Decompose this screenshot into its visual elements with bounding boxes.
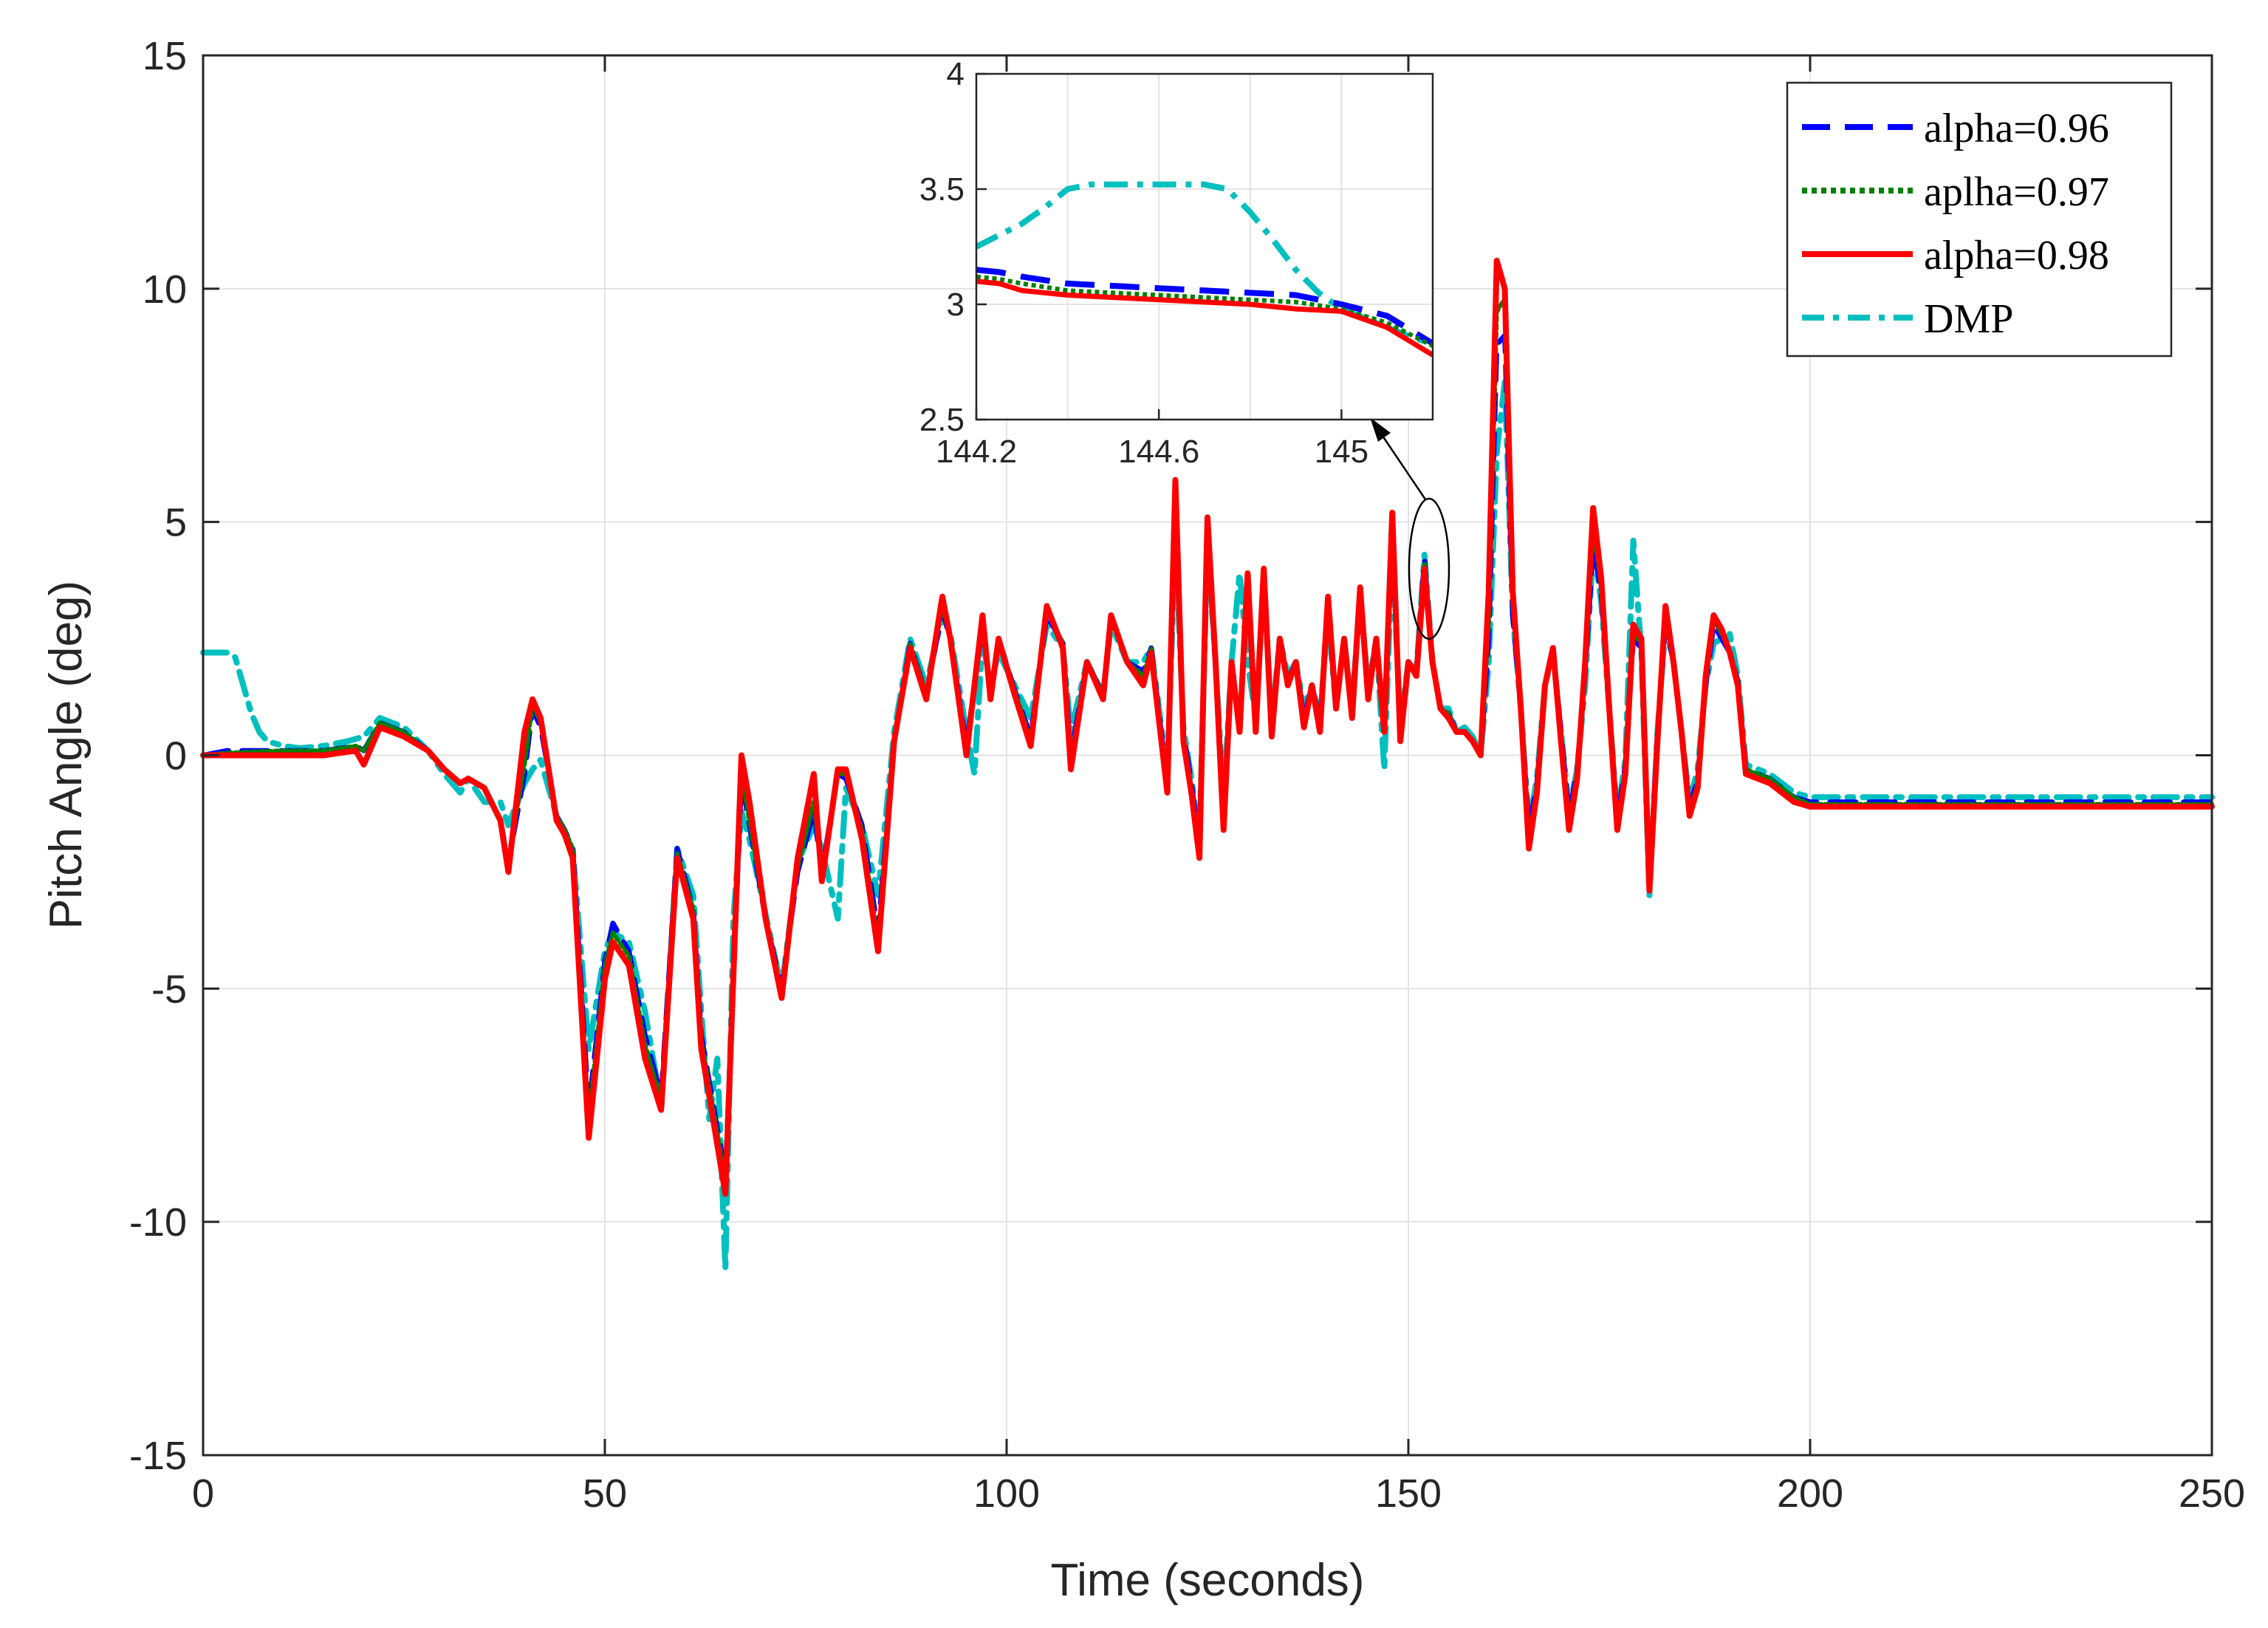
inset-series-group — [976, 181, 1433, 358]
zoom-ellipse — [1408, 497, 1450, 640]
x-tick-label: 50 — [583, 1471, 627, 1516]
x-tick-label: 200 — [1777, 1471, 1843, 1516]
inset-background — [976, 74, 1433, 420]
legend-label-aplha097: aplha=0.97 — [1924, 169, 2109, 215]
legend: alpha=0.96 aplha=0.97 alpha=0.98 DMP — [1786, 81, 2173, 358]
legend-label-alpha096: alpha=0.96 — [1924, 106, 2109, 151]
y-tick-label: 10 — [143, 267, 187, 312]
inset-y-tick-label: 4 — [947, 56, 965, 92]
inset-x-tick-label: 144.2 — [936, 434, 1017, 470]
main-ticks: 0 50 100 150 200 250 -15 -10 -5 0 5 10 15 — [129, 34, 2245, 1516]
inset-series-line-alpha-0-98 — [976, 278, 1433, 358]
x-tick-label: 0 — [192, 1471, 214, 1516]
series-line-alpha-0-98 — [200, 257, 2215, 1197]
inset-y-tick-label: 3 — [947, 287, 965, 323]
y-tick-label: 15 — [143, 34, 187, 78]
legend-label-dmp: DMP — [1924, 296, 2013, 342]
x-tick-label: 250 — [2179, 1471, 2245, 1516]
y-tick-label: -10 — [129, 1200, 187, 1245]
main-series-group — [200, 257, 2215, 1272]
y-tick-label: -15 — [129, 1434, 187, 1478]
legend-label-alpha098: alpha=0.98 — [1924, 233, 2109, 278]
inset-y-tick-label: 2.5 — [919, 402, 965, 438]
zoom-arrow-head — [1370, 417, 1391, 442]
x-axis-label: Time (seconds) — [1051, 1555, 1365, 1606]
inset-x-tick-label: 144.6 — [1118, 434, 1199, 470]
inset-series-clip — [976, 181, 1433, 358]
zoom-arrow-line — [1381, 435, 1427, 500]
y-tick-label: 5 — [165, 501, 187, 545]
inset-y-tick-label: 3.5 — [919, 171, 965, 208]
inset-x-tick-label: 145 — [1315, 434, 1368, 470]
y-tick-label: -5 — [151, 967, 187, 1011]
x-tick-label: 150 — [1375, 1471, 1442, 1516]
y-axis-label: Pitch Angle (deg) — [41, 581, 92, 929]
inset-series-line-alpha-0-96 — [976, 267, 1433, 346]
inset-frame — [975, 72, 1434, 421]
inset-ticks: 144.2 144.6 145 2.5 3 3.5 4 — [919, 56, 1368, 470]
x-tick-label: 100 — [973, 1471, 1040, 1516]
y-tick-label: 0 — [165, 734, 187, 779]
